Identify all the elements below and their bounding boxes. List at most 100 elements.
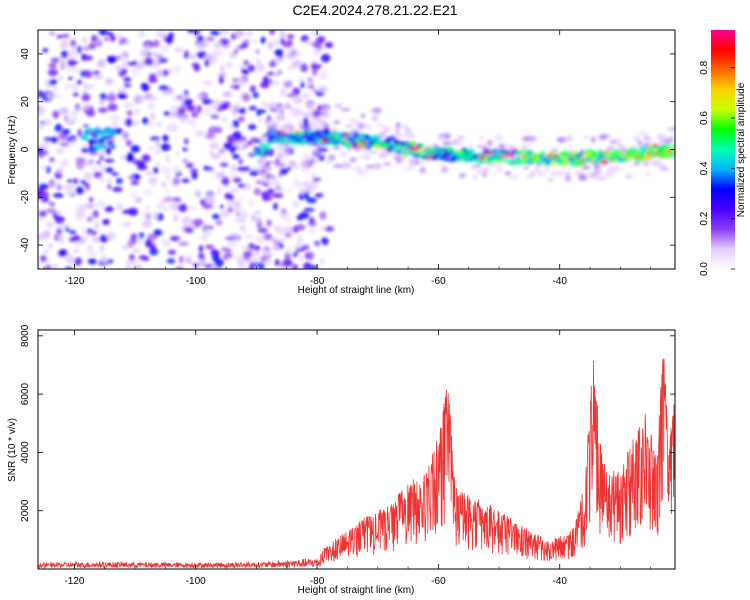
spectrogram-cell [54, 215, 65, 225]
spectrogram-cell [107, 177, 112, 186]
spectrogram-cell [274, 57, 283, 65]
spectrogram-cell [491, 161, 501, 167]
spectrogram-cell [254, 245, 261, 252]
spectrogram-cell [302, 126, 312, 132]
spectrogram-cell [279, 167, 289, 173]
x-tick-label: -80 [310, 576, 325, 587]
spectrogram-cell [543, 162, 551, 167]
spectrogram-cell [292, 165, 300, 170]
spectrogram-cell [161, 238, 168, 247]
spectrogram-cell [48, 179, 55, 188]
spectrogram-cell [87, 244, 92, 253]
spectrogram-cell [130, 120, 140, 126]
spectrogram-cell [212, 50, 221, 58]
spectrogram-cell [136, 162, 146, 167]
spectrogram-cell [319, 211, 327, 220]
spectrogram-cell [299, 187, 306, 194]
spectrogram-cell [521, 142, 531, 148]
spectrogram-cell [211, 264, 218, 269]
spectrogram-cell [237, 207, 245, 212]
spectrogram-cell [123, 83, 132, 88]
colorbar-tick-label: 0.0 [699, 262, 710, 276]
spectrogram-cell [381, 125, 392, 131]
spectrogram-cell [52, 110, 60, 119]
spectrogram-cell [185, 162, 194, 168]
spectrogram-cell [268, 237, 278, 242]
spectrogram-cell [403, 167, 411, 172]
spectrogram-cell [244, 234, 255, 239]
spectrogram-cell [146, 146, 156, 151]
spectrogram-cell [216, 187, 223, 195]
spectrogram-cell [335, 139, 344, 144]
spectrogram-cell [284, 226, 294, 233]
spectrogram-cell [306, 103, 315, 108]
spectrogram-cell [81, 136, 90, 141]
spectrogram-cell [482, 171, 488, 178]
spectrogram-cell [243, 39, 250, 45]
spectrogram-cell [556, 136, 567, 143]
spectrogram-cell [255, 180, 264, 184]
spectrogram-cell [107, 183, 112, 190]
spectrogram-cell [38, 107, 46, 115]
spectrogram-cell [125, 154, 135, 162]
spectrogram-cell [669, 153, 675, 157]
spectrogram-cell [165, 124, 175, 132]
spectrogram-cell [509, 144, 515, 151]
spectrogram-cell [292, 264, 298, 269]
spectrogram-cell [204, 58, 210, 67]
spectrogram-cell [81, 93, 91, 102]
spectrogram-cell [632, 161, 641, 166]
spectrogram-cell [615, 138, 622, 143]
spectrogram-cell [281, 208, 287, 214]
spectrogram-cell [293, 178, 298, 183]
spectrogram-cell [214, 258, 224, 266]
spectrogram-cell [238, 158, 243, 165]
spectrogram-cell [123, 101, 131, 108]
spectrogram-cell [529, 170, 536, 177]
spectrogram-cell [42, 48, 49, 53]
spectrogram-cell [636, 140, 643, 145]
spectrogram-cell [202, 80, 214, 86]
spectrogram-cell [49, 202, 56, 207]
spectrogram-cell [81, 148, 88, 153]
spectrogram-cell [172, 94, 178, 102]
spectrogram-cell [208, 103, 219, 110]
spectrogram-cell [438, 133, 448, 138]
spectrogram-cell [645, 171, 652, 177]
spectrogram-cell [360, 113, 366, 119]
x-tick-label: -120 [64, 576, 84, 587]
spectrogram-cell [69, 49, 78, 58]
spectrogram-cell [99, 234, 109, 243]
spectrogram-cell [355, 134, 361, 139]
spectrogram-cell [245, 31, 254, 37]
spectrogram-cell [565, 172, 571, 176]
spectrogram-cell [104, 206, 114, 213]
spectrogram-cell [198, 245, 204, 253]
spectrogram-cell [655, 154, 660, 158]
spectrogram-cell [240, 212, 249, 218]
spectrogram-cell [181, 216, 191, 225]
spectrogram-cell [274, 48, 284, 57]
spectrogram-cell [278, 125, 285, 130]
spectrogram-cell [126, 110, 133, 116]
spectrogram-cell [312, 177, 321, 182]
spectrogram-cell [267, 124, 277, 131]
spectrogram-cell [243, 60, 249, 66]
spectrogram-cell [54, 123, 63, 133]
spectrogram-cell [63, 184, 75, 190]
spectrogram-cell [371, 107, 382, 114]
spectrogram-cell [223, 142, 233, 150]
spectrogram-cell [49, 157, 55, 163]
spectrogram-cell [419, 143, 425, 149]
spectrogram-cell [442, 141, 452, 146]
spectrogram-cell [595, 175, 603, 181]
spectrogram-cell [86, 216, 93, 222]
spectrogram-cell [162, 69, 169, 76]
spectrogram-cell [145, 171, 153, 176]
spectrogram-cell [173, 212, 180, 219]
spectrogram-cell [61, 34, 70, 38]
spectrogram-cell [64, 226, 71, 232]
spectrogram-cell [358, 154, 364, 160]
spectrogram-cell [210, 114, 219, 120]
spectrogram-cell [249, 85, 257, 93]
